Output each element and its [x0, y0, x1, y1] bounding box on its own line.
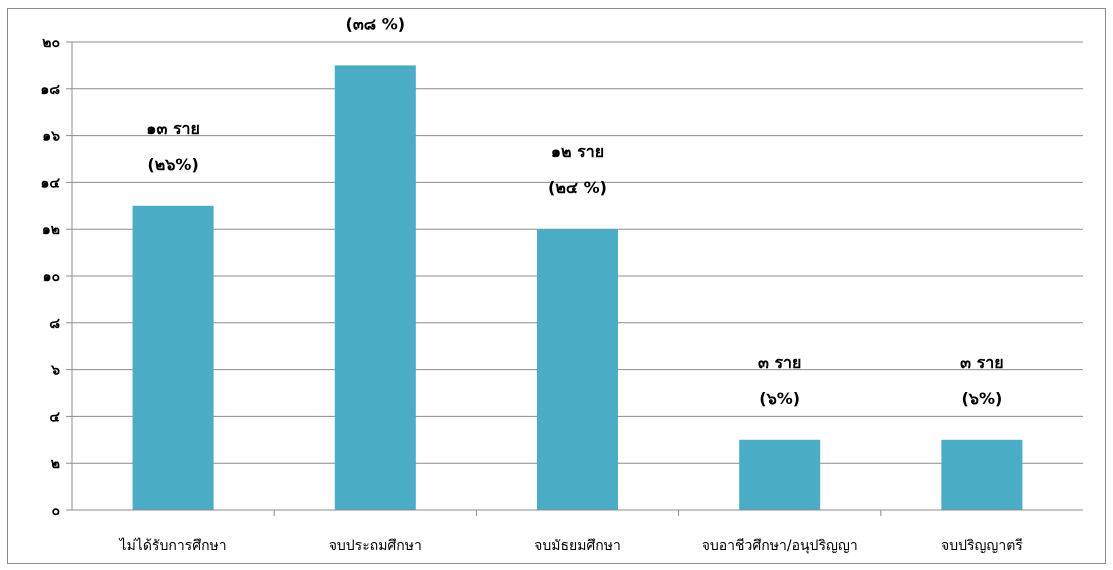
y-tick-label: ๑๒	[42, 222, 60, 238]
y-tick-label: ๑๐	[43, 269, 60, 285]
x-category-label: ไม่ได้รับการศึกษา	[119, 537, 227, 554]
data-labels: ๑๓ ราย(๒๖%)๑๙ ราย(๓๘ %)๑๒ ราย(๒๔ %)๓ ราย…	[146, 14, 1003, 408]
bar	[739, 439, 821, 510]
data-label-count: ๑๓ ราย	[146, 119, 200, 138]
axes	[66, 41, 1083, 516]
x-category-label: จบปริญญาตรี	[941, 538, 1023, 554]
x-category-label: จบประถมศึกษา	[329, 538, 422, 554]
bar	[334, 65, 416, 511]
data-label-percent: (๒๔ %)	[548, 178, 607, 197]
y-tick-label: ๒๐	[42, 35, 60, 51]
data-label-count: ๓ ราย	[758, 353, 801, 372]
gridlines	[72, 41, 1083, 464]
bar	[132, 205, 214, 511]
data-label-percent: (๒๖%)	[147, 155, 198, 174]
y-tick-label: ๒	[51, 456, 60, 472]
bar	[537, 229, 618, 510]
x-category-label: จบมัธยมศึกษา	[534, 538, 621, 554]
data-label-count: ๓ ราย	[960, 353, 1003, 372]
data-label-count: ๑๒ ราย	[551, 142, 604, 161]
x-category-label: จบอาชีวศึกษา/อนุปริญญา	[702, 538, 858, 554]
data-label-percent: (๖%)	[759, 389, 800, 408]
x-category-labels: ไม่ได้รับการศึกษา จบประถมศึกษา จบมัธยมศึกษ…	[119, 537, 1024, 554]
y-tick-label: ๑๖	[42, 129, 60, 145]
data-label-percent: (๖%)	[961, 389, 1002, 408]
y-tick-label: ๔	[49, 409, 60, 425]
y-tick-label: ๑๘	[40, 82, 60, 98]
y-tick-label: ๐	[51, 503, 60, 519]
bars	[132, 65, 1023, 511]
bar	[941, 439, 1023, 510]
y-tick-labels: ๐ ๒ ๔ ๖ ๘ ๑๐ ๑๒ ๑๔ ๑๖ ๑๘ ๒๐	[40, 35, 60, 519]
y-tick-label: ๖	[50, 363, 60, 379]
data-label-percent: (๓๘ %)	[346, 14, 406, 33]
y-tick-label: ๑๔	[41, 175, 61, 191]
y-tick-label: ๘	[49, 316, 60, 332]
